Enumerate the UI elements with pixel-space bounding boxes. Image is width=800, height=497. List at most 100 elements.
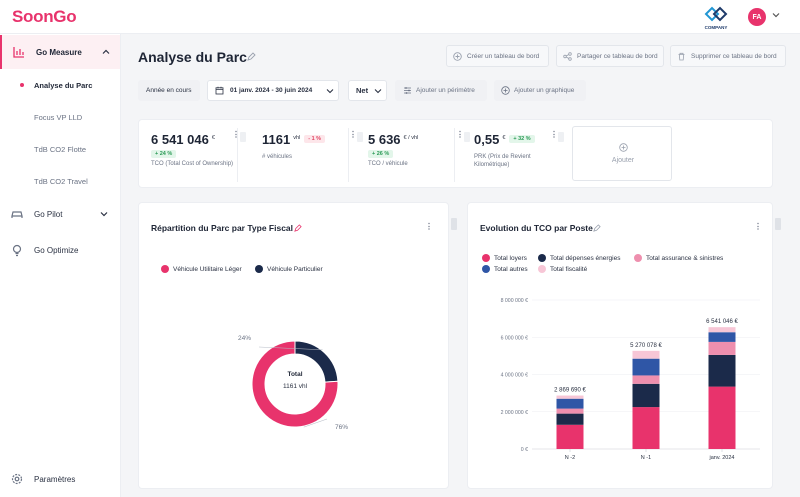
y-tick-label: 0 € <box>521 447 528 453</box>
sidebar-subitem-tdb-co2-flotte[interactable]: TdB CO2 Flotte <box>0 139 120 159</box>
kpi-menu-button[interactable]: ⋮ <box>456 130 464 139</box>
kpi-drag-handle[interactable] <box>357 132 363 142</box>
y-tick-label: 2 000 000 € <box>501 410 529 416</box>
add-kpi-button[interactable]: Ajouter <box>572 126 672 181</box>
kpi-menu-button[interactable]: ⋮ <box>349 130 357 139</box>
legend-swatch <box>482 265 490 273</box>
create-dashboard-button[interactable]: Créer un tableau de bord <box>446 45 549 67</box>
chevron-down-icon <box>100 212 108 217</box>
kpi-unit: € <box>211 135 215 141</box>
sidebar-subitem-analyse-du-parc[interactable]: Analyse du Parc <box>0 75 120 95</box>
bar-segment <box>556 424 584 449</box>
kpi-change-badge: + 24 % <box>151 150 177 158</box>
legend-item: Total autres <box>482 265 528 273</box>
bar-segment <box>556 395 584 399</box>
legend-label: Total fiscalité <box>550 265 588 273</box>
period-type-label: Année en cours <box>146 87 192 94</box>
kpi-drag-handle[interactable] <box>464 132 470 142</box>
kpi-drag-handle[interactable] <box>240 132 246 142</box>
legend-label: Véhicule Particulier <box>267 265 323 273</box>
legend-item: Total dépenses énergies <box>538 254 620 262</box>
bar-segment <box>556 398 584 409</box>
legend-label: Véhicule Utilitaire Léger <box>173 265 242 273</box>
plus-circle-icon <box>619 143 628 152</box>
add-chart-button[interactable]: Ajouter un graphique <box>494 80 586 101</box>
legend-swatch <box>538 254 546 262</box>
sidebar-item-settings[interactable]: Paramètres <box>0 468 120 490</box>
edit-pencil-icon[interactable] <box>247 52 256 61</box>
chart-title: Evolution du TCO par Poste <box>480 223 593 233</box>
panel-drag-handle[interactable] <box>451 218 457 230</box>
add-chart-label: Ajouter un graphique <box>514 87 575 94</box>
kpi-label: # véhicules <box>262 154 293 160</box>
share-dashboard-button[interactable]: Partager ce tableau de bord <box>556 45 664 67</box>
bar-segment <box>556 413 584 425</box>
kpi-tco-per-vehicle: 5 636 € / vhl + 26 % TCO / véhicule ⋮ <box>358 128 470 182</box>
y-tick-label: 8 000 000 € <box>501 298 529 304</box>
sliders-icon <box>404 87 411 94</box>
create-dashboard-label: Créer un tableau de bord <box>467 52 540 60</box>
kpi-menu-button[interactable]: ⋮ <box>232 130 240 139</box>
bar-total-label: 6 541 046 € <box>706 319 738 325</box>
kpi-unit: vhl <box>293 135 301 141</box>
trash-icon <box>678 52 685 61</box>
period-type-select[interactable]: Année en cours <box>138 80 200 101</box>
kpi-change-badge: + 32 % <box>509 135 535 143</box>
date-range-picker[interactable]: 01 janv. 2024 - 30 juin 2024 <box>207 80 339 101</box>
net-select[interactable]: Net <box>348 80 387 101</box>
bar-segment <box>708 327 736 333</box>
legend-swatch <box>482 254 490 262</box>
kpi-value: 0,55 <box>474 132 500 147</box>
sidebar-item-go-optimize[interactable]: Go Optimize <box>0 233 120 267</box>
kpi-value: 6 541 046 <box>151 132 209 147</box>
bar-segment <box>708 386 736 449</box>
bar-segment <box>708 341 736 355</box>
donut-chart-panel: Répartition du Parc par Type Fiscal ⋮ Vé… <box>138 202 449 489</box>
kpi-value: 5 636 <box>368 132 401 147</box>
delete-dashboard-button[interactable]: Supprimer ce tableau de bord <box>670 45 786 67</box>
kpi-value-row: 1161 vhl - 1 % <box>262 132 326 147</box>
sidebar-item-label: Go Optimize <box>34 245 79 255</box>
kpi-unit: € / vhl <box>403 135 419 141</box>
page-title: Analyse du Parc <box>138 49 247 65</box>
donut-leader-line <box>258 346 323 351</box>
panel-drag-handle[interactable] <box>775 218 781 230</box>
bar-chart-icon <box>13 47 24 58</box>
add-scope-button[interactable]: Ajouter un périmètre <box>395 80 487 101</box>
chart-menu-button[interactable]: ⋮ <box>425 222 433 231</box>
sidebar-subitem-focus-vp-lld[interactable]: Focus VP LLD <box>0 107 120 127</box>
donut-slice <box>251 340 339 428</box>
sidebar-item-label: Go Pilot <box>34 209 63 219</box>
user-avatar[interactable]: FA <box>748 8 766 26</box>
sidebar-item-go-pilot[interactable]: Go Pilot <box>0 197 120 231</box>
date-range-label: 01 janv. 2024 - 30 juin 2024 <box>230 87 313 94</box>
kpi-label: TCO / véhicule <box>368 161 408 167</box>
bar-segment <box>632 350 660 359</box>
lightbulb-icon <box>12 244 22 257</box>
legend-label: Total dépenses énergies <box>550 254 621 262</box>
edit-pencil-icon[interactable] <box>294 224 302 232</box>
sidebar-subitem-label: Analyse du Parc <box>34 80 93 90</box>
sidebar-subitem-tdb-co2-travel[interactable]: TdB CO2 Travel <box>0 171 120 191</box>
sidebar-subitem-label: TdB CO2 Flotte <box>34 144 87 154</box>
bar-segment <box>708 354 736 387</box>
donut-value-label: 24% <box>238 335 251 342</box>
sidebar-item-go-measure[interactable]: Go Measure <box>0 35 120 69</box>
donut-leader-line <box>303 418 328 428</box>
calendar-icon <box>215 86 224 95</box>
kpi-drag-handle[interactable] <box>558 132 564 142</box>
edit-pencil-icon[interactable] <box>593 224 601 232</box>
kpi-value: 1161 <box>262 132 291 147</box>
company-logo-icon <box>704 6 728 22</box>
x-tick-label: janv. 2024 <box>709 455 735 461</box>
sidebar-subitem-label: TdB CO2 Travel <box>34 176 88 186</box>
soongo-logo[interactable]: SoonGo <box>12 7 77 26</box>
legend-swatch <box>161 265 169 273</box>
kpi-menu-button[interactable]: ⋮ <box>550 130 558 139</box>
legend-item: Total loyers <box>482 254 527 262</box>
chart-menu-button[interactable]: ⋮ <box>754 222 762 231</box>
net-label: Net <box>356 86 369 95</box>
chevron-down-icon[interactable] <box>772 11 780 19</box>
sidebar-subitem-label: Focus VP LLD <box>34 112 83 122</box>
